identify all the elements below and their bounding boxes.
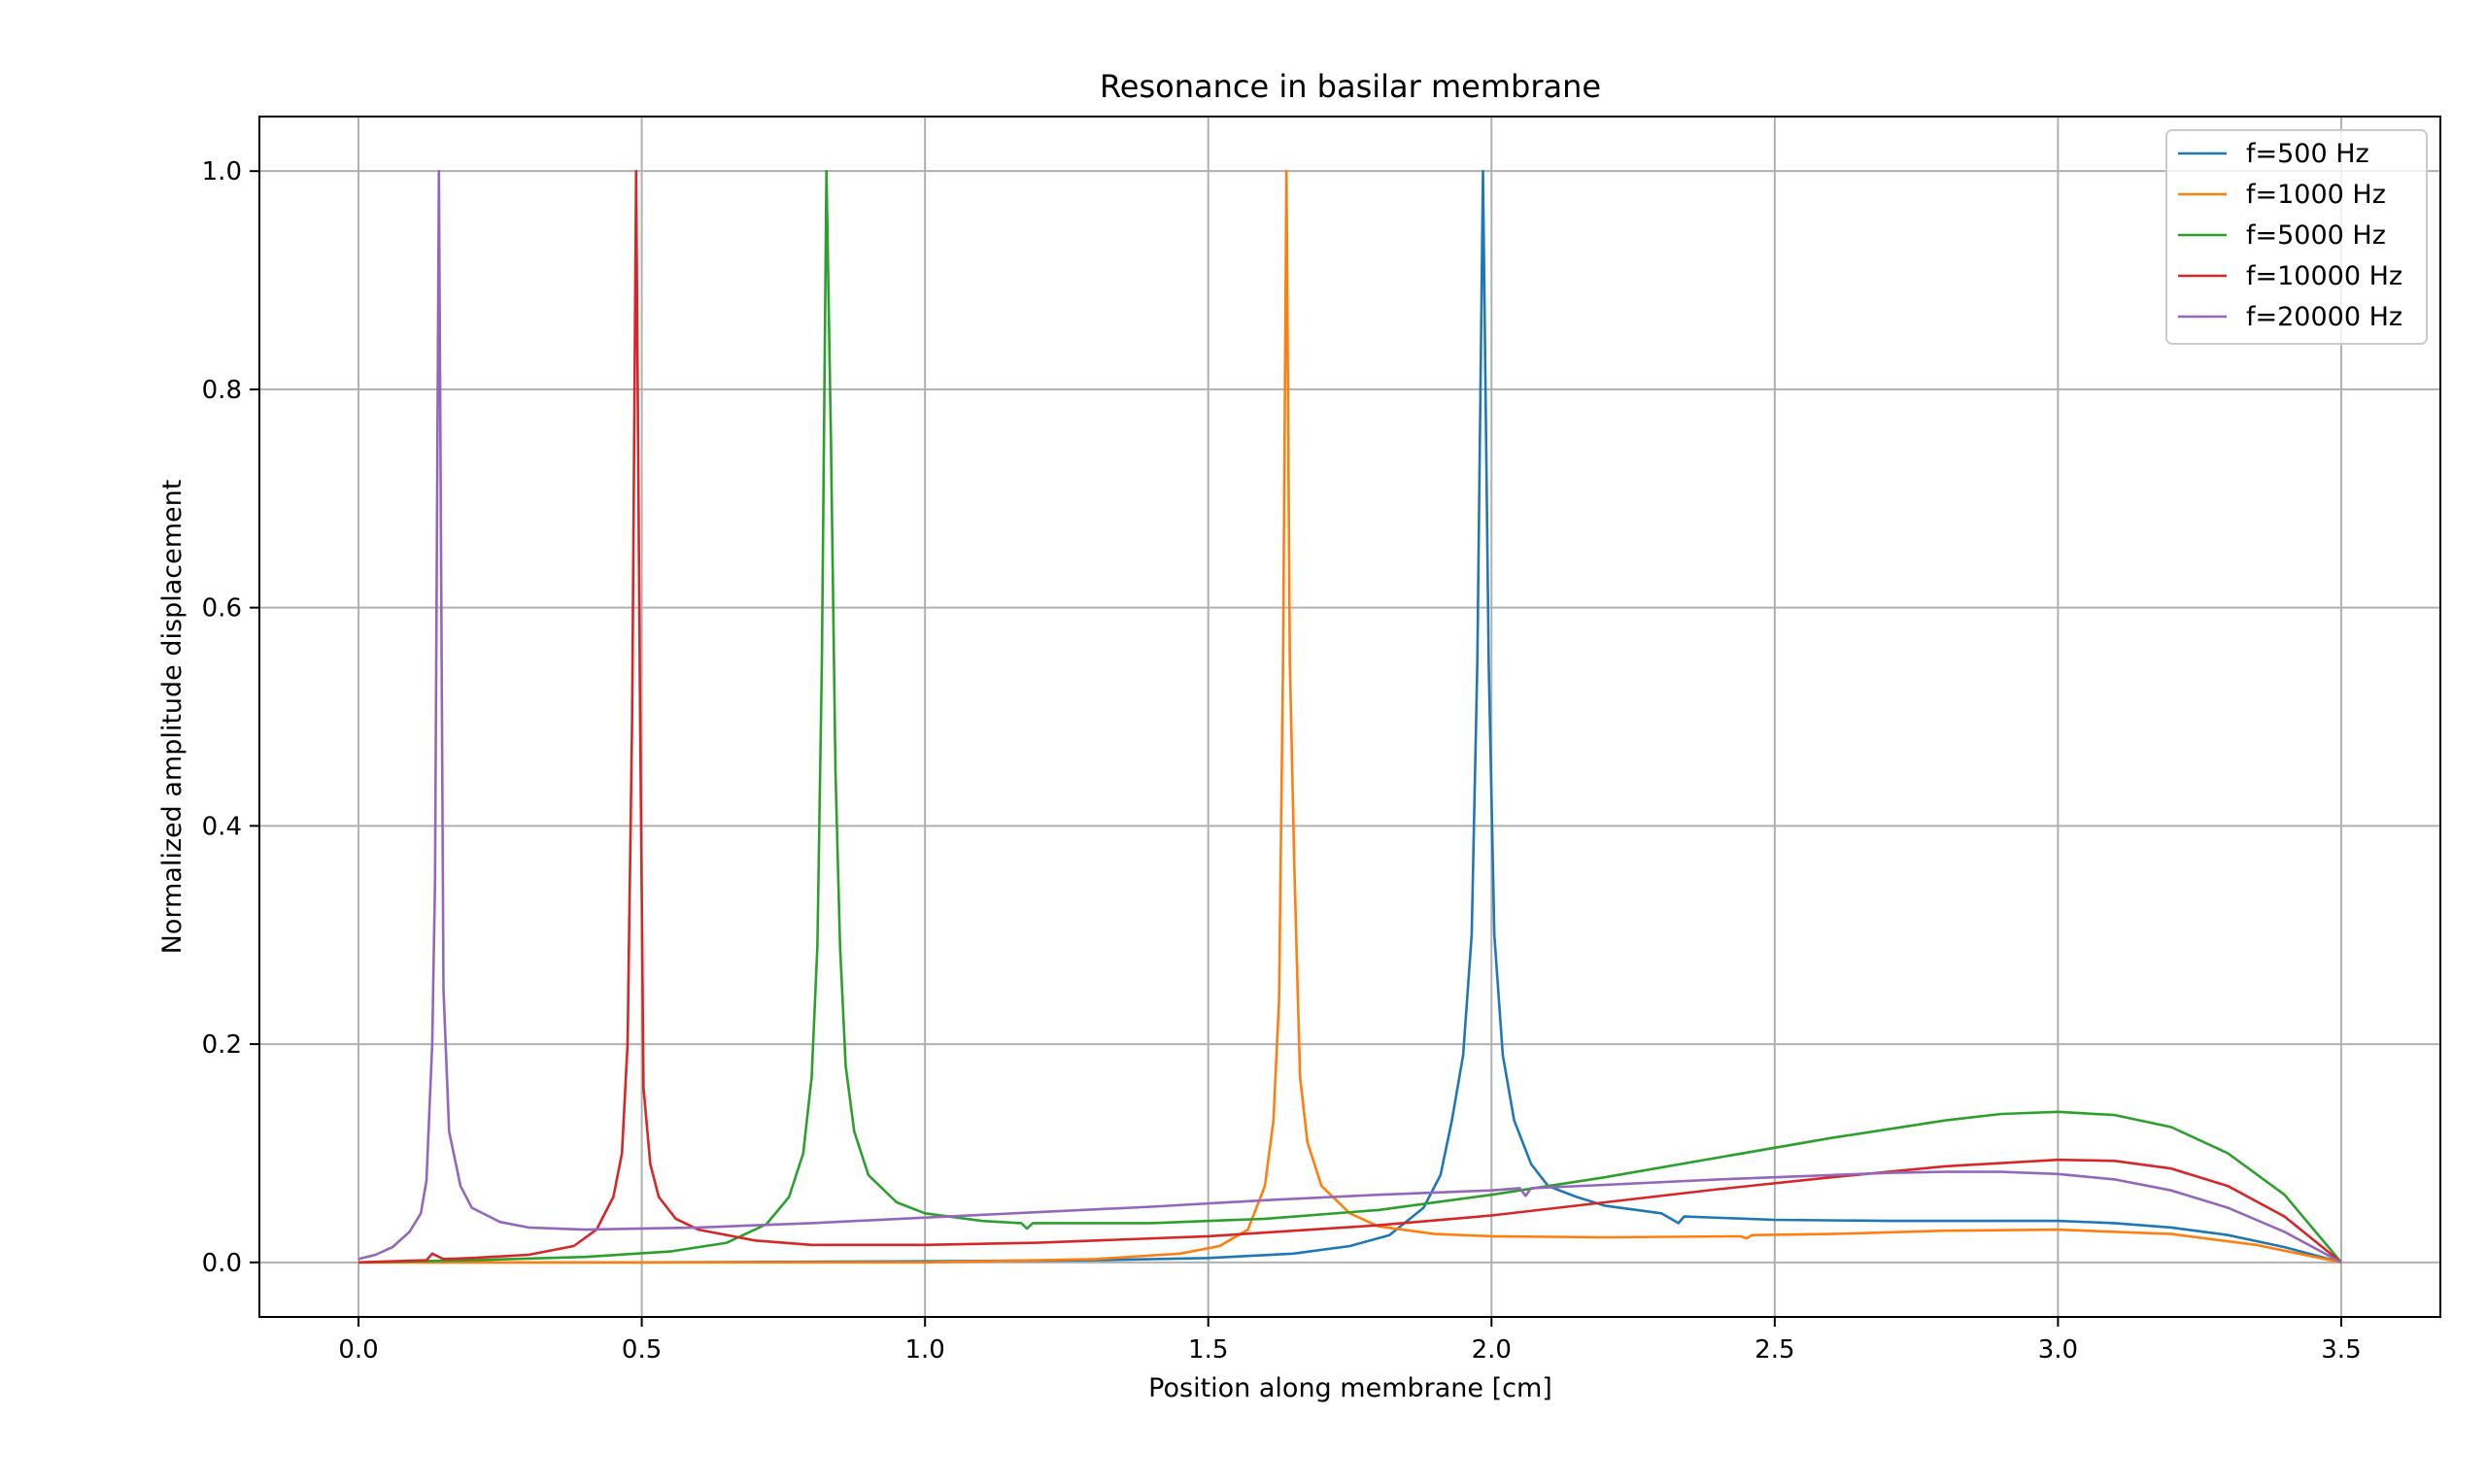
y-tick-label: 0.0 — [202, 1249, 242, 1278]
legend-label-4: f=20000 Hz — [2246, 302, 2402, 332]
series-line-2 — [358, 169, 2342, 1265]
x-tick-label: 0.5 — [622, 1335, 662, 1365]
chart-title: Resonance in basilar membrane — [1100, 68, 1601, 105]
y-axis-ticks: 0.0 0.2 0.4 0.6 0.8 1.0 — [202, 157, 259, 1278]
y-tick-label: 0.8 — [202, 376, 242, 405]
x-axis-ticks: 0.0 0.5 1.0 1.5 2.0 2.5 3.0 3.5 — [338, 1317, 2362, 1365]
y-tick-label: 1.0 — [202, 157, 242, 186]
x-tick-label: 2.0 — [1472, 1335, 1512, 1365]
x-tick-label: 3.0 — [2038, 1335, 2078, 1365]
legend-label-2: f=5000 Hz — [2246, 220, 2386, 251]
y-tick-label: 0.4 — [202, 812, 242, 841]
x-axis-label: Position along membrane [cm] — [1148, 1373, 1552, 1403]
series-lines — [358, 169, 2342, 1265]
x-tick-label: 1.5 — [1188, 1335, 1228, 1365]
series-line-1 — [358, 169, 2342, 1265]
legend-label-3: f=10000 Hz — [2246, 261, 2402, 291]
series-line-3 — [358, 169, 2342, 1265]
series-line-0 — [358, 169, 2342, 1265]
legend-items: f=500 Hz f=1000 Hz f=5000 Hz f=10000 Hz f=20… — [2178, 139, 2402, 332]
y-axis-label: Normalized amplitude displacement — [157, 480, 187, 955]
x-tick-label: 2.5 — [1755, 1335, 1794, 1365]
plot-area-frame — [258, 116, 2441, 1318]
series-line-4 — [358, 169, 2342, 1264]
legend: f=500 Hz f=1000 Hz f=5000 Hz f=10000 Hz f=20… — [2165, 129, 2428, 345]
legend-label-1: f=1000 Hz — [2246, 180, 2386, 210]
legend-box — [2165, 129, 2428, 345]
x-tick-label: 3.5 — [2321, 1335, 2361, 1365]
legend-label-0: f=500 Hz — [2246, 139, 2369, 169]
x-tick-label: 0.0 — [338, 1335, 378, 1365]
y-tick-label: 0.6 — [202, 594, 242, 624]
x-tick-label: 1.0 — [904, 1335, 944, 1365]
y-tick-label: 0.2 — [202, 1030, 242, 1060]
